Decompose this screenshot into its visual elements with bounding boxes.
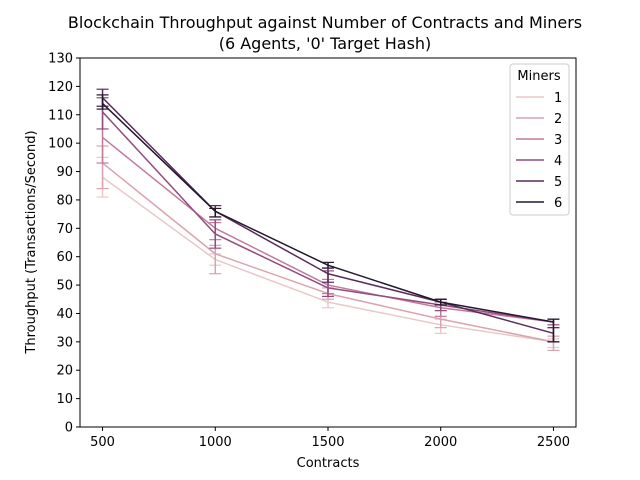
y-tick-label: 120 (48, 80, 73, 95)
series-2 (96, 145, 560, 351)
chart-title-line1: Blockchain Throughput against Number of … (68, 13, 582, 32)
legend-label: 2 (554, 112, 562, 127)
series-1 (96, 156, 560, 349)
series-line (102, 176, 554, 343)
y-tick-label: 100 (48, 137, 73, 152)
y-tick-label: 0 (65, 421, 73, 436)
x-tick-label: 2500 (537, 435, 570, 450)
x-axis: 500 1000 1500 2000 2500 (90, 427, 570, 450)
y-axis-label: Throughput (Transactions/Second) (24, 130, 39, 354)
y-axis: 0 10 20 30 40 50 60 70 80 90 100 110 120 130 (48, 52, 80, 436)
chart-title-line2: (6 Agents, '0' Target Hash) (219, 34, 432, 53)
y-tick-label: 90 (56, 165, 73, 180)
y-tick-label: 80 (56, 193, 73, 208)
series-4 (96, 97, 560, 326)
y-tick-label: 10 (56, 392, 73, 407)
x-tick-label: 1500 (311, 435, 344, 450)
y-tick-label: 30 (56, 335, 73, 350)
series-line (101, 111, 554, 323)
legend-label: 3 (554, 133, 562, 148)
x-tick-label: 1000 (199, 435, 232, 450)
legend-label: 4 (554, 154, 562, 169)
legend-title: Miners (517, 69, 560, 84)
y-tick-label: 70 (56, 222, 73, 237)
legend-label: 5 (554, 175, 562, 190)
legend-label: 6 (554, 196, 562, 211)
plot-series (96, 88, 560, 351)
x-axis-label: Contracts (297, 456, 360, 471)
legend-label: 1 (554, 91, 562, 106)
series-line (102, 102, 554, 323)
y-tick-label: 50 (56, 279, 73, 294)
x-tick-label: 2000 (424, 435, 457, 450)
y-tick-label: 60 (56, 250, 73, 265)
plot-frame (79, 57, 577, 428)
y-tick-label: 40 (56, 307, 73, 322)
legend: Miners 1 2 3 4 5 6 (509, 63, 570, 216)
y-tick-label: 110 (48, 108, 73, 123)
series-6 (96, 94, 560, 343)
y-tick-label: 130 (48, 52, 73, 67)
x-tick-label: 500 (90, 435, 115, 450)
series-line (102, 97, 554, 335)
y-tick-label: 20 (56, 364, 73, 379)
